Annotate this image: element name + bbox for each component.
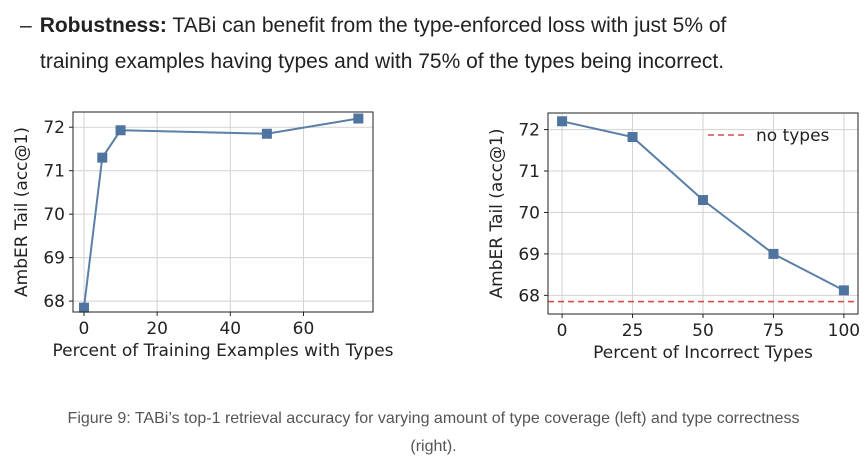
caption-line-2: (right).: [410, 438, 457, 455]
y-axis-label: AmbER Tail (acc@1): [12, 127, 32, 297]
y-tick-label: 71: [518, 162, 540, 182]
y-tick-label: 70: [518, 203, 540, 223]
y-tick-label: 68: [518, 286, 540, 306]
x-tick-label: 60: [293, 319, 315, 339]
legend-label: no types: [756, 126, 830, 146]
data-point: [261, 128, 272, 139]
figure-caption: Figure 9: TABi’s top-1 retrieval accurac…: [0, 405, 867, 461]
data-point: [97, 152, 108, 163]
bullet-term: Robustness:: [39, 14, 167, 37]
y-tick-label: 72: [43, 118, 65, 138]
x-tick-label: 100: [828, 321, 860, 341]
x-tick-label: 20: [146, 319, 168, 339]
plot-frame: [72, 111, 374, 313]
data-point: [698, 195, 708, 206]
data-point: [768, 248, 779, 259]
caption-line-1: Figure 9: TABi’s top-1 retrieval accurac…: [67, 410, 800, 427]
robustness-bullet: – Robustness: TABi can benefit from the t…: [20, 8, 850, 80]
data-point: [115, 125, 126, 136]
data-point: [627, 132, 638, 143]
x-axis-label: Percent of Training Examples with Types: [52, 341, 393, 361]
y-tick-label: 68: [43, 292, 65, 312]
bullet-line-1: – Robustness: TABi can benefit from the t…: [20, 8, 850, 44]
bullet-text-1: TABi can benefit from the type-enforced …: [172, 14, 727, 37]
bullet-text-2: training examples having types and with …: [40, 50, 725, 73]
data-point: [838, 285, 849, 296]
y-tick-label: 72: [518, 121, 540, 141]
y-tick-label: 69: [43, 249, 65, 269]
y-tick-label: 71: [43, 162, 65, 182]
data-point: [78, 302, 89, 313]
x-tick-label: 0: [79, 319, 90, 339]
x-tick-label: 0: [557, 321, 568, 341]
x-tick-label: 25: [622, 321, 644, 341]
x-tick-label: 75: [763, 321, 785, 341]
coverage-chart: 0 20 40 60 68 69 70 71 72 Percent of Training Exa…: [12, 111, 394, 361]
y-tick-label: 69: [518, 245, 540, 265]
y-axis-label: AmbER Tail (acc@1): [487, 129, 507, 299]
bullet-dash: –: [20, 14, 32, 37]
x-tick-label: 50: [692, 321, 714, 341]
data-point: [353, 113, 364, 124]
y-tick-label: 70: [43, 205, 65, 225]
x-axis-label: Percent of Incorrect Types: [593, 343, 813, 363]
series-line: [82, 117, 359, 308]
correctness-chart: 0 25 50 75 100 68 69 70 71 72 Percent of Incorrect…: [487, 112, 860, 363]
x-tick-label: 40: [219, 319, 241, 339]
data-point: [557, 116, 568, 127]
